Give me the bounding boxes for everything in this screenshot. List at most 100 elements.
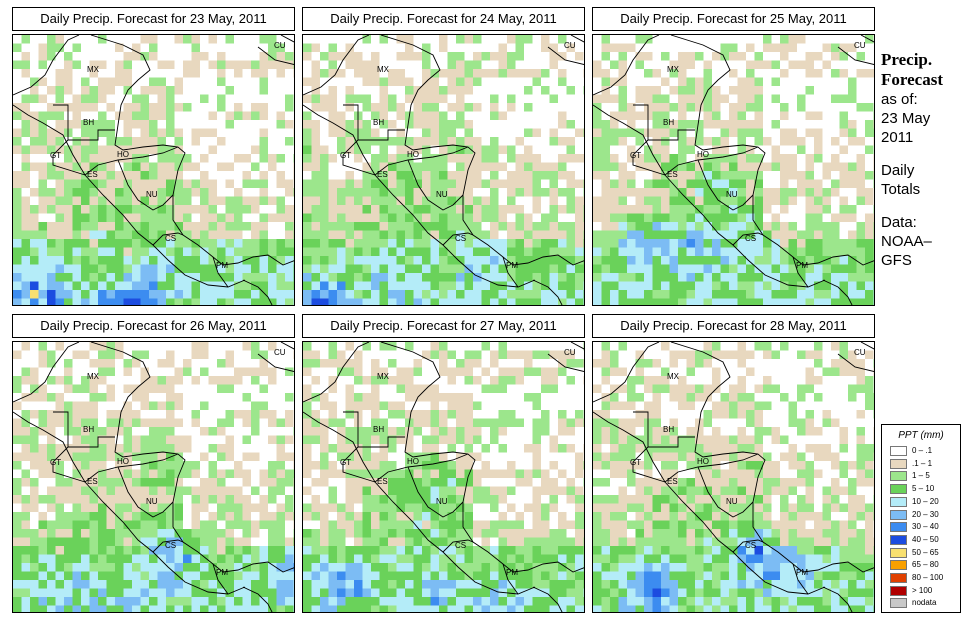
precip-map-svg: MX BH GT HO ES NU CS PM CU — [593, 35, 874, 305]
country-label: MX — [87, 65, 100, 74]
sidebar-title-line2: Forecast — [881, 70, 943, 89]
legend-item: 80 – 100 — [890, 573, 960, 583]
country-label: CS — [165, 234, 176, 243]
country-label: PM — [796, 568, 808, 577]
precip-map-svg: MX BH GT HO ES NU CS PM CU — [13, 35, 294, 305]
precip-map-svg: MX BH GT HO ES NU CS PM CU — [13, 342, 294, 612]
sidebar-data-line1: Data: — [881, 214, 917, 231]
country-label: MX — [667, 65, 680, 74]
country-label: ES — [667, 477, 678, 486]
legend-label: 80 – 100 — [912, 573, 944, 582]
ppt-legend: PPT (mm) 0 – .1 .1 – 1 1 – 5 5 – 10 10 – 20 2… — [881, 424, 961, 613]
coastline-borders — [593, 342, 874, 612]
country-label: NU — [146, 190, 158, 199]
legend-item: .1 – 1 — [890, 458, 960, 469]
country-label: PM — [216, 568, 228, 577]
legend-item: 20 – 30 — [890, 509, 960, 520]
country-label: PM — [506, 261, 518, 270]
legend-label: 50 – 65 — [912, 547, 939, 557]
country-label: NU — [436, 497, 448, 506]
legend-swatch — [890, 598, 907, 609]
country-label: MX — [377, 372, 390, 381]
forecast-panel: Daily Precip. Forecast for 27 May, 2011 M… — [302, 314, 585, 613]
legend-item: 0 – .1 — [890, 446, 960, 456]
country-label: HO — [117, 150, 129, 159]
precip-grid — [593, 342, 874, 612]
legend-label: 30 – 40 — [912, 522, 939, 532]
country-label: ES — [377, 170, 388, 179]
legend-label: 10 – 20 — [912, 496, 939, 506]
country-label: CS — [455, 541, 466, 550]
precip-map: MX BH GT HO ES NU CS PM CU — [592, 34, 875, 306]
legend-label: 0 – .1 — [912, 446, 933, 455]
legend-item: 65 – 80 — [890, 560, 960, 571]
precip-grid — [303, 35, 584, 305]
legend-swatch — [890, 509, 907, 520]
country-label: BH — [83, 425, 94, 434]
legend-label: 65 – 80 — [912, 560, 939, 570]
forecast-panel: Daily Precip. Forecast for 23 May, 2011 M… — [12, 7, 295, 306]
sidebar-date-line1: 23 May — [881, 110, 931, 127]
country-label: ES — [377, 477, 388, 486]
country-label: MX — [667, 372, 680, 381]
precip-grid — [13, 35, 294, 305]
legend-label: 40 – 50 — [912, 534, 939, 544]
country-label: CU — [564, 348, 576, 357]
precip-map: MX BH GT HO ES NU CS PM CU — [302, 34, 585, 306]
country-label: GT — [50, 151, 61, 160]
precip-map: MX BH GT HO ES NU CS PM CU — [302, 341, 585, 613]
legend-item: 40 – 50 — [890, 534, 960, 545]
legend-swatch — [890, 458, 907, 469]
sidebar-totals-line1: Daily — [881, 162, 915, 179]
forecast-panel: Daily Precip. Forecast for 25 May, 2011 M… — [592, 7, 875, 306]
country-label: BH — [663, 118, 674, 127]
legend-item: 5 – 10 — [890, 484, 960, 495]
precip-grid — [303, 342, 584, 612]
coastline-borders — [593, 35, 874, 305]
legend-swatch — [890, 484, 907, 495]
legend-swatch — [890, 573, 907, 583]
legend-label: > 100 — [912, 585, 933, 595]
legend-item: > 100 — [890, 585, 960, 596]
legend-swatch — [890, 446, 907, 456]
legend-label: .1 – 1 — [912, 458, 933, 468]
country-label: GT — [630, 151, 641, 160]
sidebar-asof: as of: — [881, 91, 918, 108]
legend-swatch — [890, 585, 907, 596]
country-label: PM — [796, 261, 808, 270]
country-label: CS — [455, 234, 466, 243]
legend-label: 1 – 5 — [912, 471, 930, 481]
country-label: GT — [340, 458, 351, 467]
legend-swatch — [890, 471, 907, 482]
sidebar-info: Precip. Forecast as of: 23 May 2011 Dail… — [881, 50, 961, 270]
country-label: NU — [436, 190, 448, 199]
country-label: CU — [854, 41, 866, 50]
country-label: CU — [274, 41, 286, 50]
country-label: CS — [745, 541, 756, 550]
forecast-panel: Daily Precip. Forecast for 24 May, 2011 M… — [302, 7, 585, 306]
legend-swatch — [890, 522, 907, 533]
precip-map-svg: MX BH GT HO ES NU CS PM CU — [303, 35, 584, 305]
legend-swatch — [890, 496, 907, 507]
country-label: BH — [373, 118, 384, 127]
sidebar-data-line3: GFS — [881, 252, 912, 269]
country-label: HO — [407, 457, 419, 466]
legend-title: PPT (mm) — [898, 430, 944, 441]
country-label: CS — [165, 541, 176, 550]
panel-title: Daily Precip. Forecast for 27 May, 2011 — [302, 314, 585, 338]
precip-map: MX BH GT HO ES NU CS PM CU — [592, 341, 875, 613]
country-label: GT — [340, 151, 351, 160]
country-label: CS — [745, 234, 756, 243]
panel-title: Daily Precip. Forecast for 28 May, 2011 — [592, 314, 875, 338]
legend-label: nodata — [912, 598, 937, 608]
country-label: GT — [50, 458, 61, 467]
forecast-panel: Daily Precip. Forecast for 28 May, 2011 M… — [592, 314, 875, 613]
country-label: HO — [697, 457, 709, 466]
legend-swatch — [890, 547, 907, 558]
coastline-borders — [303, 35, 584, 305]
legend-label: 5 – 10 — [912, 484, 935, 494]
country-label: HO — [117, 457, 129, 466]
country-label: BH — [663, 425, 674, 434]
country-label: NU — [726, 190, 738, 199]
precip-grid — [13, 342, 294, 612]
